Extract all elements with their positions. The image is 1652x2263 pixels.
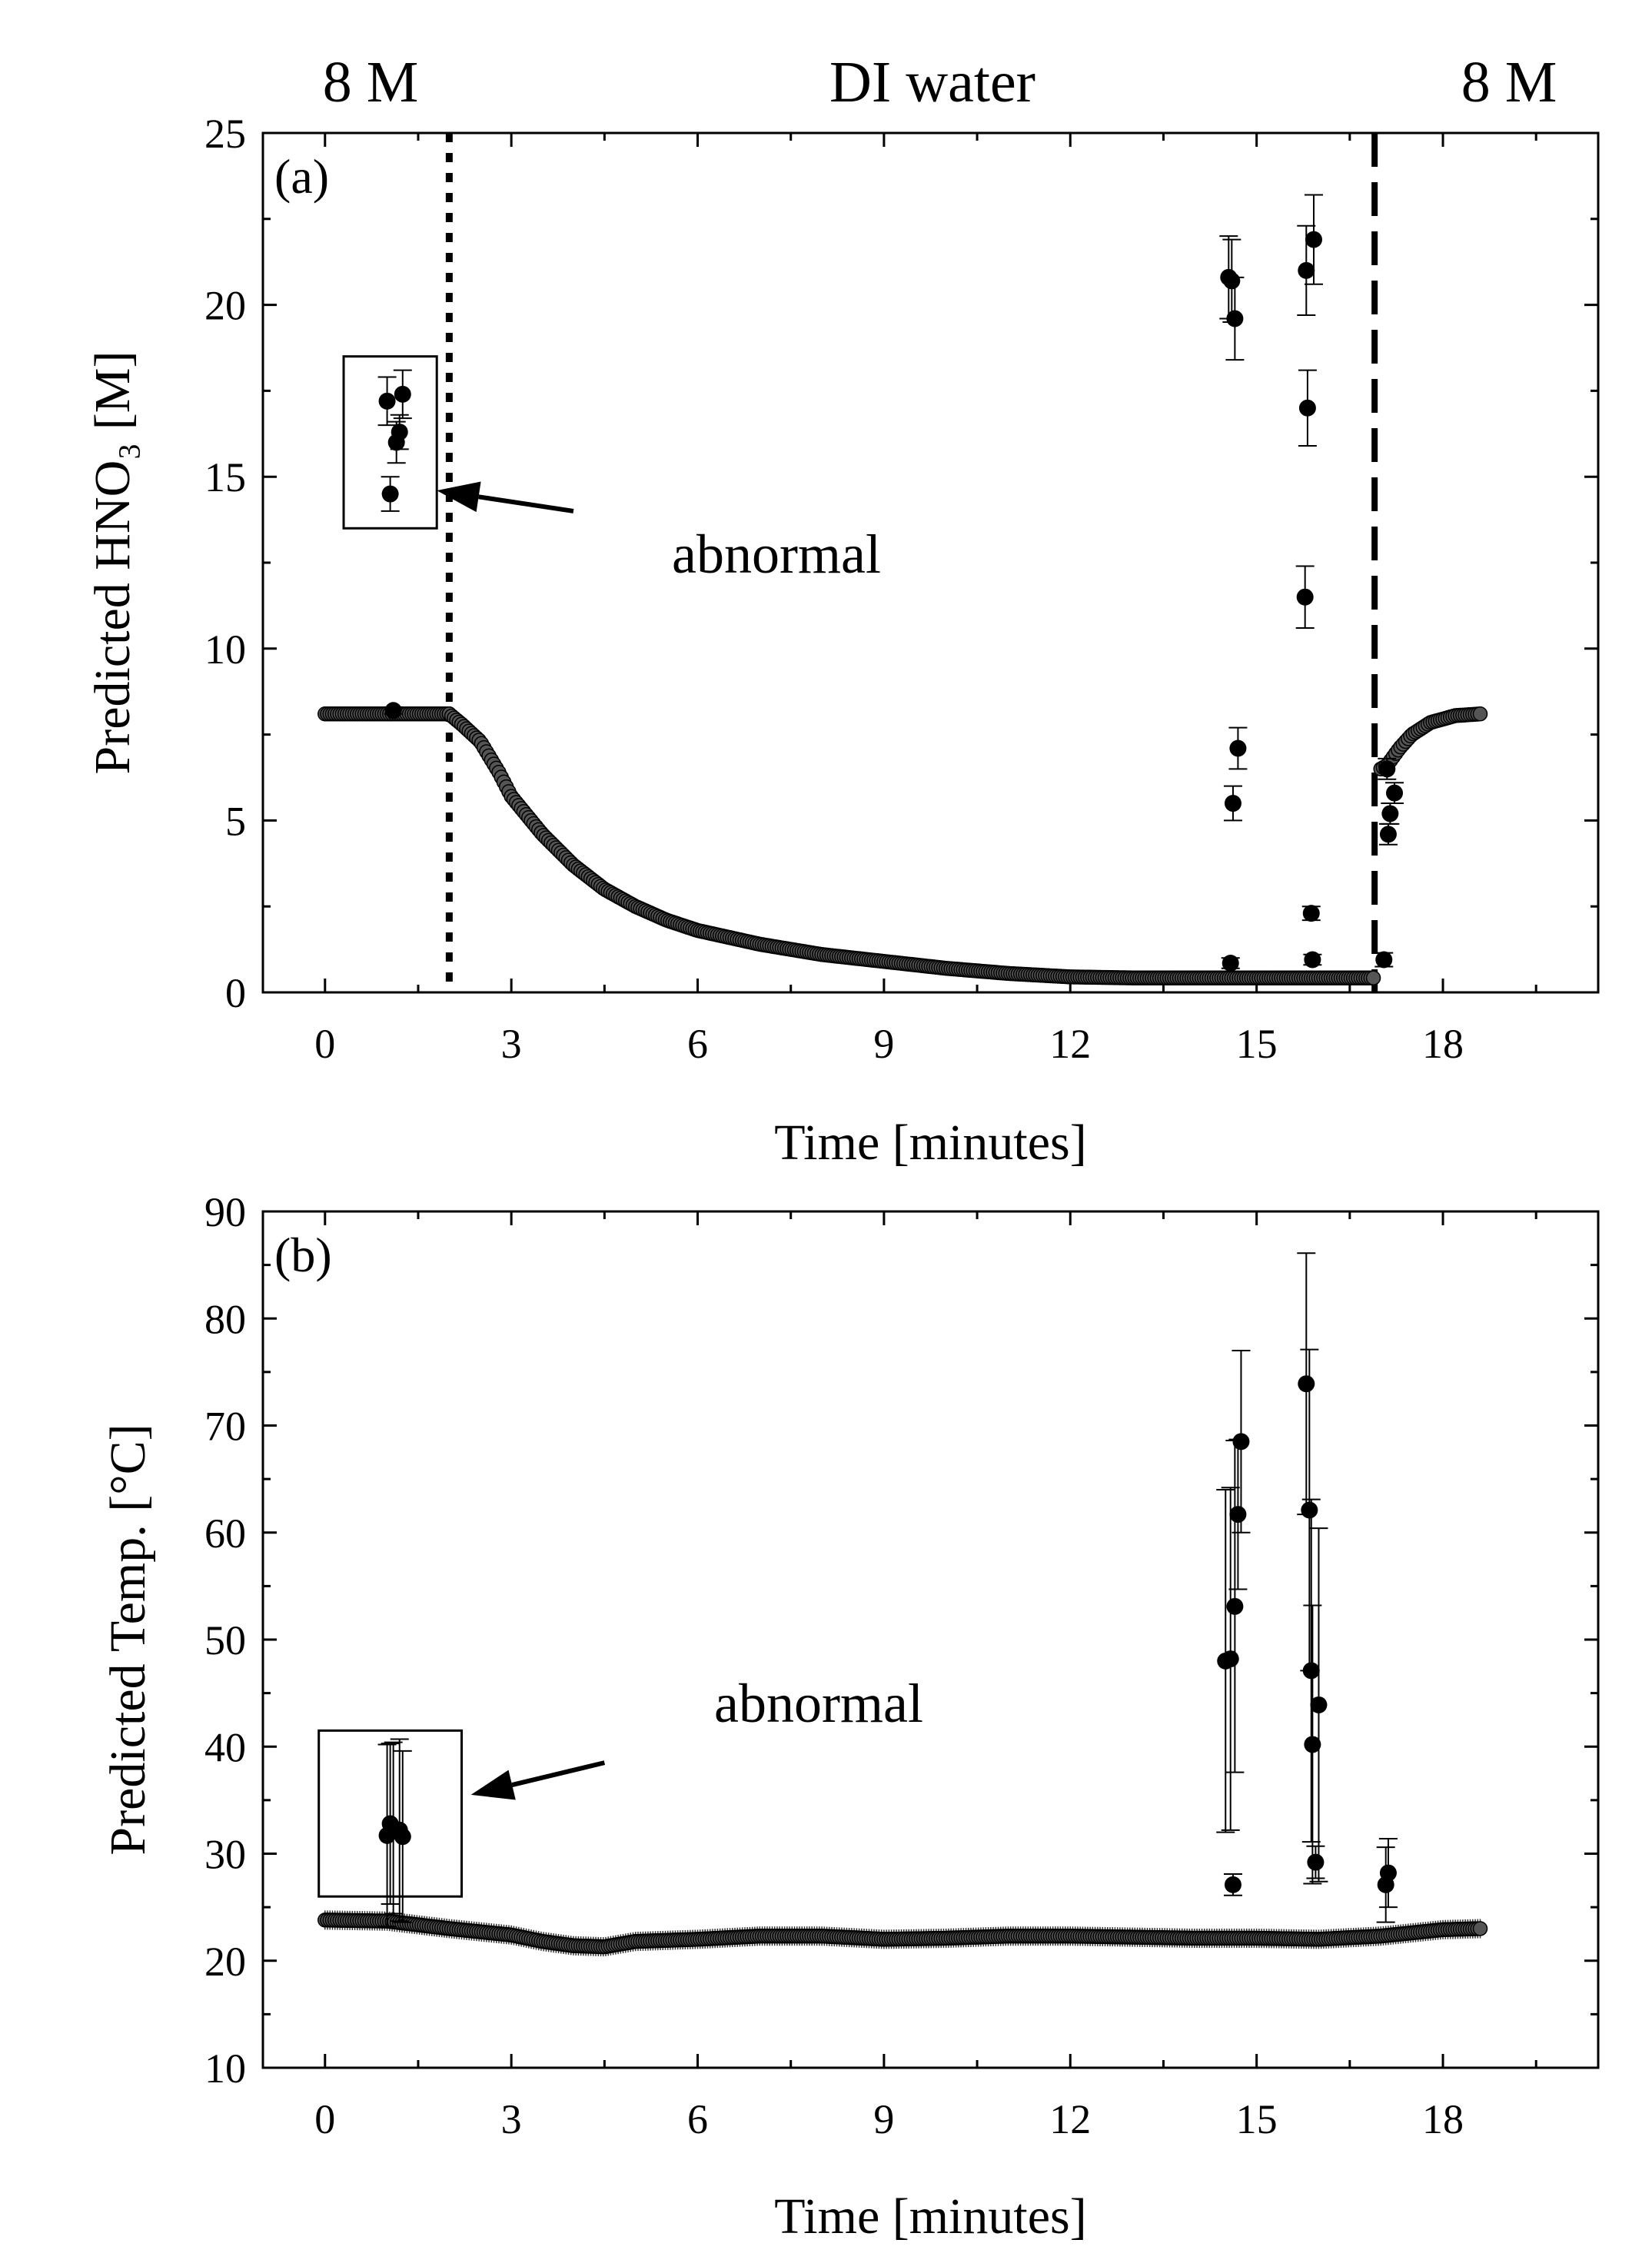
x-tick-label: 6 [687, 1021, 708, 1067]
y-tick-label: 0 [225, 970, 246, 1016]
panel-a-plot: 0 3 6 9 12 15 18 0 5 10 15 20 25 Time [minutes] Predic… [85, 111, 1600, 1171]
y-tick-label: 70 [204, 1404, 246, 1450]
panel-label: (b) [274, 1228, 332, 1282]
x-tick-label: 0 [314, 2096, 335, 2142]
x-tick-label: 18 [1422, 1021, 1464, 1067]
y-tick-label: 20 [204, 283, 246, 329]
panel-b-plot: 0 3 6 9 12 15 18 10 20 30 40 50 60 70 80 90 Time [minute… [100, 1189, 1600, 2245]
outlier-point [1304, 951, 1321, 969]
outlier-point [1222, 1650, 1239, 1668]
x-tick-label: 6 [687, 2096, 708, 2142]
panel-label: (a) [274, 149, 329, 204]
phase-label-right: 8 M [1461, 50, 1557, 115]
outlier-points [377, 1252, 1398, 1928]
x-tick-label: 18 [1422, 2096, 1464, 2142]
y-tick-label: 10 [204, 2045, 246, 2092]
outlier-point [1304, 1736, 1321, 1753]
y-tick-label: 90 [204, 1189, 246, 1235]
outlier-point [1298, 261, 1315, 279]
y-tick-label: 20 [204, 1939, 246, 1985]
y-tick-label: 60 [204, 1510, 246, 1557]
x-tick-label: 9 [873, 1021, 894, 1067]
annotation-arrow-shaft [511, 1760, 606, 1787]
y-tick-label: 15 [204, 454, 246, 500]
outlier-point [1229, 1506, 1247, 1524]
outlier-point [1226, 1597, 1244, 1615]
outlier-point [1224, 1876, 1241, 1893]
outlier-point [1223, 272, 1241, 290]
phase-label-middle: DI water [829, 50, 1035, 115]
outlier-point [381, 485, 399, 503]
x-tick-label: 15 [1236, 1021, 1278, 1067]
y-tick-label: 10 [204, 626, 246, 673]
outlier-point [1302, 1662, 1320, 1680]
outlier-point [1229, 739, 1247, 757]
outlier-point [1305, 231, 1322, 248]
y-tick-label: 30 [204, 1832, 246, 1878]
outlier-point [1386, 784, 1404, 802]
y-tick-label: 5 [225, 798, 246, 844]
x-tick-label: 12 [1049, 2096, 1091, 2142]
data-point [1472, 1921, 1488, 1936]
outlier-point [1222, 954, 1239, 972]
abnormal-highlight-box [317, 1729, 464, 1898]
plot-frame [261, 131, 1600, 994]
outlier-point [1224, 795, 1241, 812]
outlier-point [394, 385, 411, 403]
x-tick-label: 15 [1236, 2096, 1278, 2142]
x-tick-label: 3 [501, 1021, 522, 1067]
outlier-point [1232, 1433, 1250, 1451]
x-tick-label: 3 [501, 2096, 522, 2142]
x-tick-label: 9 [873, 2096, 894, 2142]
y-axis-title: Predicted HNO₃ [M] [85, 351, 141, 775]
main-series [317, 1910, 1488, 1957]
phase-label-left: 8 M [323, 50, 419, 115]
outlier-point [1301, 1501, 1318, 1519]
outlier-point [391, 424, 408, 441]
outlier-point [394, 1828, 411, 1846]
outlier-point [1307, 1853, 1325, 1871]
y-tick-label: 25 [204, 111, 246, 157]
outlier-point [1302, 905, 1320, 922]
y-axis-title: Predicted Temp. [°C] [100, 1424, 156, 1855]
outlier-point [1296, 588, 1314, 606]
abnormal-annotation: abnormal [672, 523, 881, 585]
x-tick-label: 0 [314, 1021, 335, 1067]
annotation-arrow-shaft [478, 494, 574, 513]
outlier-point [1379, 1864, 1397, 1882]
abnormal-highlight-box [342, 355, 438, 530]
outlier-point [1298, 1375, 1315, 1393]
outlier-points [377, 194, 1404, 972]
outlier-point [1226, 310, 1244, 327]
outlier-point [1375, 951, 1393, 969]
outlier-point [1378, 760, 1396, 778]
outlier-point [1310, 1696, 1328, 1713]
y-tick-label: 80 [204, 1296, 246, 1342]
x-tick-label: 12 [1049, 1021, 1091, 1067]
y-tick-label: 40 [204, 1724, 246, 1770]
annotation-arrow-head [470, 1770, 516, 1800]
data-point [1365, 970, 1381, 985]
outlier-point [1298, 399, 1316, 417]
abnormal-annotation: abnormal [714, 1673, 923, 1734]
outlier-point [384, 702, 402, 719]
data-point [1472, 706, 1488, 722]
x-axis-title: Time [minutes] [774, 1115, 1086, 1171]
main-series [317, 706, 1488, 985]
outlier-point [1379, 826, 1397, 843]
annotation-arrow-head [437, 481, 481, 513]
y-tick-label: 50 [204, 1617, 246, 1663]
x-axis-title: Time [minutes] [774, 2188, 1086, 2245]
outlier-point [378, 392, 396, 410]
outlier-point [1381, 805, 1399, 822]
